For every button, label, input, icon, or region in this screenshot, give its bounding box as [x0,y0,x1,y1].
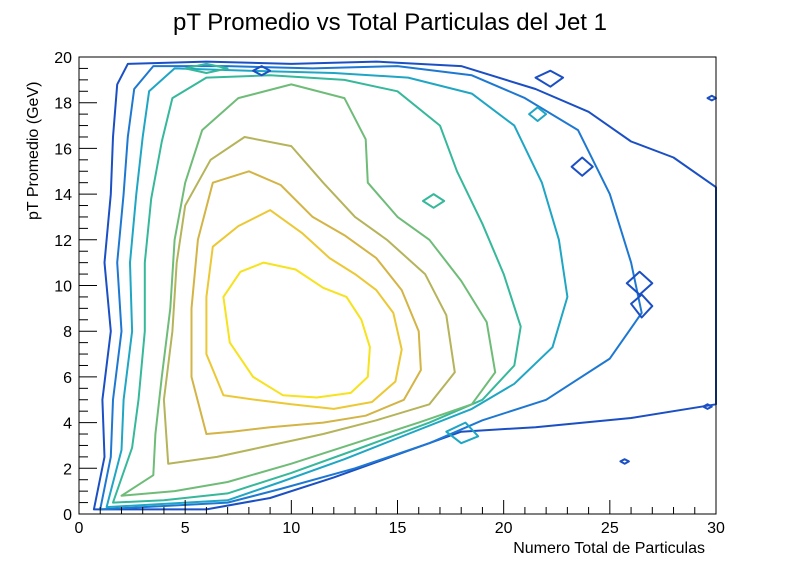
contour-island-8 [184,62,229,74]
x-tick-label: 30 [707,520,725,537]
contour-level-0 [92,60,717,511]
y-tick-label: 18 [54,96,72,113]
contour-island-3 [625,270,654,296]
chart-title: pT Promedio vs Total Particulas del Jet … [173,9,607,36]
y-tick-label: 0 [63,507,72,524]
contour-island-0 [252,65,272,77]
y-tick-label: 10 [54,279,72,296]
x-tick-label: 25 [601,520,619,537]
contour-level-1 [99,65,643,511]
x-tick-label: 10 [282,520,300,537]
contour-island-11 [706,94,717,102]
contour-lines [92,60,717,511]
y-tick-label: 2 [63,461,72,478]
contour-island-4 [630,293,654,319]
x-tick-label: 0 [75,520,84,537]
contour-island-2 [570,156,594,177]
x-tick-label: 15 [389,520,407,537]
contour-level-5 [162,136,456,465]
y-tick-label: 4 [63,416,72,433]
y-axis: 0 2 4 6 8 10 12 14 16 18 20 [54,50,97,524]
x-axis-label: Numero Total de Particulas [513,540,705,557]
contour-level-3 [112,74,522,504]
contour-island-9 [619,458,630,465]
contour-level-2 [105,67,569,509]
y-tick-label: 14 [54,187,72,204]
contour-island-6 [528,106,548,122]
y-tick-label: 6 [63,370,72,387]
contour-level-6 [190,170,422,435]
contour-island-10 [702,403,713,410]
y-tick-label: 12 [54,233,72,250]
contour-level-7 [205,209,403,410]
y-axis-label: pT Promedio (GeV) [25,82,42,220]
x-tick-label: 20 [495,520,513,537]
contour-island-5 [445,421,480,445]
y-tick-label: 20 [54,50,72,67]
contour-island-1 [534,69,565,88]
contour-island-7 [422,193,446,209]
x-tick-label: 5 [181,520,190,537]
contour-level-8 [222,261,371,399]
y-tick-label: 8 [63,324,72,341]
y-tick-label: 16 [54,141,72,158]
contour-level-4 [120,83,497,497]
